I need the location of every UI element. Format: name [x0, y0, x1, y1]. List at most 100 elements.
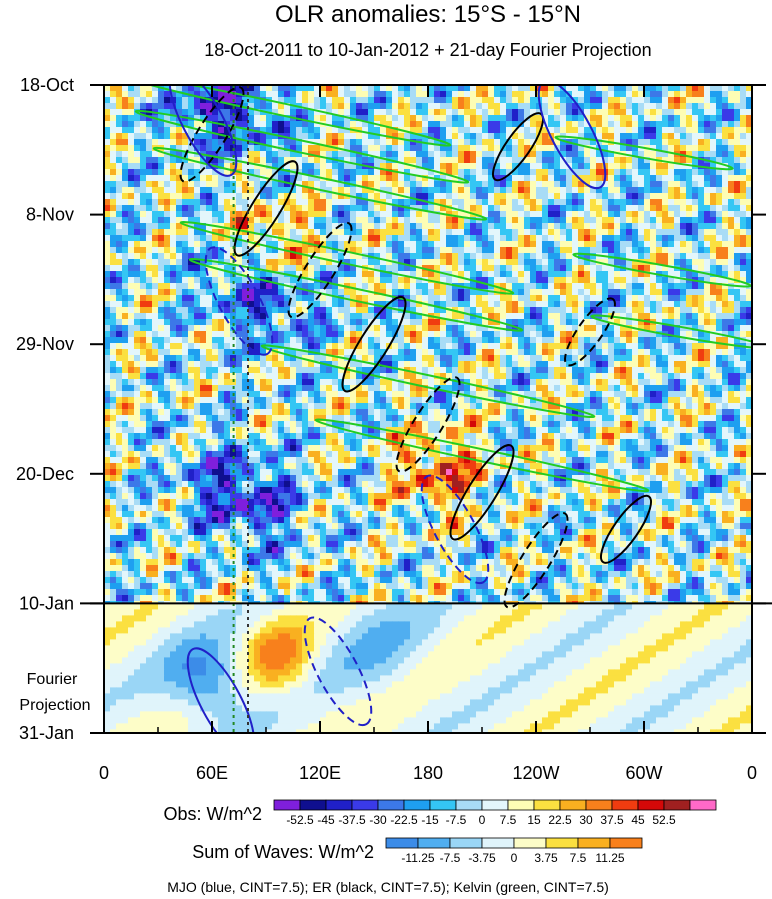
colorbar-swatch: [559, 799, 587, 811]
kelvin-contour: [134, 109, 470, 184]
x-tick-label: 0: [99, 763, 109, 783]
er-contour: [600, 494, 652, 564]
colorbar-swatch: [417, 837, 451, 849]
colorbar-swatch: [611, 799, 639, 811]
colorbar-swatch: [507, 799, 535, 811]
y-tick-label: 8-Nov: [26, 205, 74, 225]
colorbar-swatch: [351, 799, 379, 811]
mjo-contour: [537, 85, 607, 190]
kelvin-contour: [260, 344, 596, 419]
colorbar-swatch: [481, 799, 509, 811]
colorbar-swatch: [533, 799, 561, 811]
colorbar-level-label: -30: [369, 813, 387, 827]
kelvin-contour: [152, 146, 488, 221]
y-tick-label: 10-Jan: [19, 593, 74, 613]
colorbar-swatch: [429, 799, 457, 811]
er-contour: [341, 295, 407, 393]
colorbar-swatch: [449, 837, 483, 849]
colorbar-swatch: [663, 799, 691, 811]
colorbar-swatch: [403, 799, 431, 811]
kelvin-contour: [572, 252, 752, 288]
colorbar-level-label: 0: [479, 813, 486, 827]
kelvin-contour: [590, 314, 752, 350]
fourier-projection-field: [104, 603, 752, 733]
colorbar-swatch: [377, 799, 405, 811]
colorbar-swatch: [637, 799, 665, 811]
y-tick-label: 18-Oct: [20, 75, 74, 95]
plot-area: [104, 85, 752, 733]
colorbar-level-label: -22.5: [390, 813, 418, 827]
obs-colorbar-label: Obs: W/m^2: [164, 804, 262, 824]
x-tick-label: 60E: [196, 763, 228, 783]
wave-contours: [116, 85, 752, 733]
x-tick-label: 60W: [625, 763, 662, 783]
colorbar-level-label: 52.5: [652, 813, 676, 827]
projection-label-line2: Projection: [19, 697, 90, 714]
footer-caption: MJO (blue, CINT=7.5); ER (black, CINT=7.…: [167, 879, 609, 895]
colorbar-swatch: [609, 837, 643, 849]
er-contour: [503, 511, 569, 609]
colorbar-level-label: 11.25: [595, 851, 624, 865]
colorbar-level-label: 7.5: [500, 813, 517, 827]
x-tick-label: 180: [413, 763, 443, 783]
projection-label-line1: Fourier: [27, 671, 78, 688]
colorbar-swatch: [299, 799, 327, 811]
colorbar-swatch: [325, 799, 353, 811]
er-contour: [287, 221, 353, 319]
y-tick-label: 20-Dec: [16, 464, 74, 484]
mjo-contour: [168, 85, 238, 177]
reference-lines: [232, 85, 249, 733]
colorbar-level-label: 15: [527, 813, 541, 827]
colorbar-level-label: -52.5: [286, 813, 314, 827]
colorbar-level-label: 30: [579, 813, 593, 827]
x-axis: 0 60E 120E 180 120W 60W 0: [99, 85, 757, 783]
kelvin-contour: [188, 257, 524, 332]
x-tick-label: 120W: [512, 763, 559, 783]
olr-anomaly-field: [104, 85, 752, 604]
kelvin-contour: [179, 220, 515, 295]
colorbar-swatch: [513, 837, 547, 849]
er-contour: [449, 444, 515, 541]
colorbar-level-label: 22.5: [548, 813, 572, 827]
kelvin-contour: [554, 135, 734, 171]
x-tick-label: 0: [747, 763, 757, 783]
colorbar-level-label: -11.25: [401, 851, 434, 865]
colorbar-level-label: -45: [317, 813, 335, 827]
colorbar-level-label: 45: [631, 813, 645, 827]
colorbar-level-label: 37.5: [600, 813, 624, 827]
chart-title: OLR anomalies: 15°S - 15°N: [275, 1, 581, 28]
kelvin-contour: [116, 85, 452, 147]
mjo-contour: [303, 616, 373, 727]
er-contour: [233, 160, 299, 257]
wave-colorbar-label: Sum of Waves: W/m^2: [192, 842, 374, 862]
obs-colorbar: -52.5 -45 -37.5 -30 -22.5 -15 -7.5 0 7.5 15 22.5 30…: [273, 799, 717, 827]
colorbar-swatch: [455, 799, 483, 811]
wave-colorbar: -11.25 -7.5 -3.75 0 3.75 7.5 11.25: [385, 837, 643, 865]
colorbar-swatch: [545, 837, 579, 849]
mjo-contour: [186, 647, 256, 733]
colorbar-level-label: 0: [511, 851, 518, 865]
er-contour: [179, 86, 245, 183]
colorbar-level-label: -7.5: [446, 813, 467, 827]
colorbar-level-label: -37.5: [338, 813, 366, 827]
colorbar-swatch: [481, 837, 515, 849]
mjo-contour: [420, 474, 490, 585]
colorbar-swatch: [273, 799, 301, 811]
kelvin-contour: [314, 418, 650, 493]
colorbar-swatch: [585, 799, 613, 811]
er-contour: [395, 376, 461, 473]
colorbar-level-label: -7.5: [440, 851, 461, 865]
colorbar-level-label: -15: [421, 813, 439, 827]
y-axis: 18-Oct 8-Nov 29-Nov 20-Dec 10-Jan 31-Jan: [16, 75, 766, 743]
colorbar-level-label: -3.75: [468, 851, 496, 865]
y-tick-label: 29-Nov: [16, 334, 74, 354]
mjo-contour: [204, 246, 274, 356]
colorbar-level-label: 7.5: [570, 851, 587, 865]
er-contour: [564, 297, 616, 367]
colorbar-swatch: [577, 837, 611, 849]
colorbar-swatch: [689, 799, 717, 811]
x-tick-label: 120E: [299, 763, 341, 783]
colorbar-swatch: [385, 837, 419, 849]
colorbar-level-label: 3.75: [534, 851, 558, 865]
